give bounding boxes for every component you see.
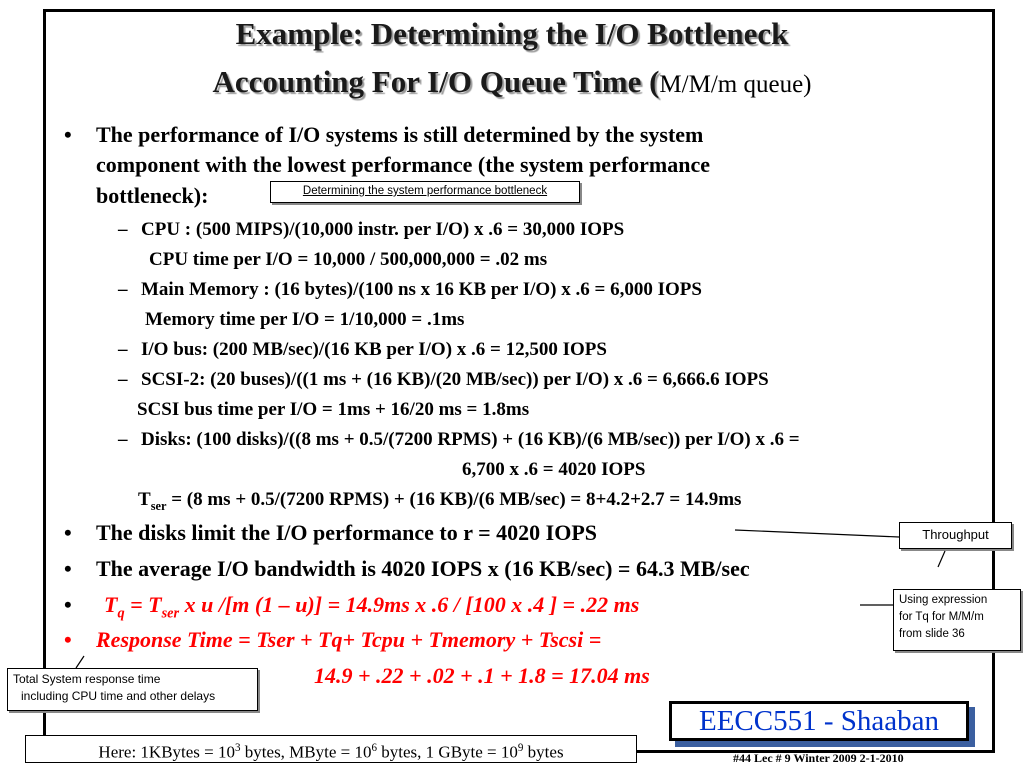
tser-sub: ser bbox=[150, 498, 167, 513]
bullet-disks-limit: The disks limit the I/O performance to r… bbox=[96, 520, 598, 545]
units-note-c-sup: 9 bbox=[517, 742, 524, 754]
callout-total-line-2: including CPU time and other delays bbox=[21, 689, 216, 703]
iobus-iops: I/O bus: (200 MB/sec)/(16 KB per I/O) x … bbox=[141, 339, 607, 360]
memory-iops: Main Memory : (16 bytes)/(100 ns x 16 KB… bbox=[141, 279, 702, 300]
disks-iops: Disks: (100 disks)/((8 ms + 0.5/(7200 RP… bbox=[141, 429, 800, 450]
callout-tq-line-2: for Tq for M/M/m bbox=[899, 611, 984, 623]
callout-total-response: Total System response time including CPU… bbox=[7, 668, 258, 711]
callout-total-line-1: Total System response time bbox=[13, 672, 161, 686]
units-note: Here: 1KBytes = 103 bytes, MByte = 106 b… bbox=[25, 735, 637, 763]
tser-rest: = (8 ms + 0.5/(7200 RPMS) + (16 KB)/(6 M… bbox=[166, 489, 742, 510]
throughput-connector bbox=[734, 529, 900, 538]
units-note-c: bytes, 1 GByte = 10 bbox=[377, 742, 518, 762]
cpu-iops: CPU : (500 MIPS)/(10,000 instr. per I/O)… bbox=[141, 219, 625, 240]
dash-disks: – bbox=[118, 429, 128, 450]
title-line-2: Accounting For I/O Queue Time (M/M/m que… bbox=[0, 64, 1024, 100]
tq-sub: q bbox=[117, 605, 125, 622]
bullet-dot-4: • bbox=[64, 592, 72, 617]
total-connector bbox=[75, 655, 85, 669]
callout-bottleneck: Determining the system performance bottl… bbox=[270, 181, 580, 203]
bullet-1-line-3: bottleneck): bbox=[96, 183, 209, 208]
throughput-connector-tail bbox=[937, 550, 946, 568]
callout-tq-expression: Using expression for Tq for M/M/m from s… bbox=[893, 589, 1021, 651]
disks-result: 6,700 x .6 = 4020 IOPS bbox=[462, 459, 646, 480]
callout-tq-line-3: from slide 36 bbox=[899, 628, 965, 640]
title-line-1: Example: Determining the I/O Bottleneck bbox=[235, 16, 789, 51]
dash-mem: – bbox=[118, 279, 128, 300]
tq-T: T bbox=[104, 592, 118, 617]
cpu-time: CPU time per I/O = 10,000 / 500,000,000 … bbox=[149, 249, 548, 270]
scsi-time: SCSI bus time per I/O = 1ms + 16/20 ms =… bbox=[137, 399, 530, 420]
bullet-dot-3: • bbox=[64, 556, 72, 581]
slide-number: #44 Lec # 9 Winter 2009 2-1-2010 bbox=[733, 751, 904, 765]
bullet-dot-1: • bbox=[64, 122, 72, 147]
tq-rest: x u /[m (1 – u)] = 14.9ms x .6 / [100 x … bbox=[179, 592, 640, 617]
bullet-tq: Tq = Tser x u /[m (1 – u)] = 14.9ms x .6… bbox=[104, 592, 639, 622]
scsi-iops: SCSI-2: (20 buses)/((1 ms + (16 KB)/(20 … bbox=[141, 369, 769, 390]
callout-throughput: Throughput bbox=[899, 522, 1012, 549]
tq-mid: = T bbox=[124, 592, 162, 617]
bullet-bandwidth: The average I/O bandwidth is 4020 IOPS x… bbox=[96, 556, 750, 581]
title-line-2-sub: M/M/m queue) bbox=[659, 71, 812, 98]
units-note-b-sup: 6 bbox=[371, 742, 378, 754]
bullet-1-line-2: component with the lowest performance (t… bbox=[96, 152, 711, 177]
tq-ser-sub: ser bbox=[161, 605, 180, 622]
tser-T: T bbox=[138, 489, 151, 510]
course-brand: EECC551 - Shaaban bbox=[669, 701, 969, 741]
response-time-result: 14.9 + .22 + .02 + .1 + 1.8 = 17.04 ms bbox=[314, 663, 650, 688]
units-note-d: bytes bbox=[523, 742, 564, 762]
units-note-a: Here: 1KBytes = 10 bbox=[98, 742, 236, 762]
bullet-response-time: Response Time = Tser + Tq+ Tcpu + Tmemor… bbox=[96, 627, 602, 652]
units-note-a-sup: 3 bbox=[235, 742, 241, 754]
title-line-2-main: Accounting For I/O Queue Time ( bbox=[212, 64, 660, 99]
tser-line: Tser = (8 ms + 0.5/(7200 RPMS) + (16 KB)… bbox=[138, 489, 741, 514]
bullet-dot-5: • bbox=[64, 627, 72, 652]
dash-scsi: – bbox=[118, 369, 128, 390]
bullet-dot-2: • bbox=[64, 520, 72, 545]
memory-time: Memory time per I/O = 1/10,000 = .1ms bbox=[145, 309, 465, 330]
dash-cpu: – bbox=[118, 219, 128, 240]
dash-iobus: – bbox=[118, 339, 128, 360]
bullet-1-line-1: The performance of I/O systems is still … bbox=[96, 122, 704, 147]
callout-tq-line-1: Using expression bbox=[899, 594, 988, 606]
units-note-b: bytes, MByte = 10 bbox=[240, 742, 372, 762]
